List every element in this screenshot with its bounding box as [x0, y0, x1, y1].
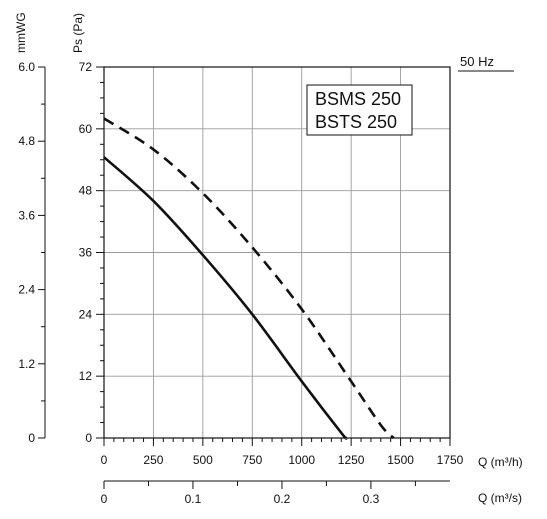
mmwg-axis: 0 1.2 2.4 3.6 4.8 6.0: [18, 60, 46, 445]
flow-m3h-tick-label: 1000: [288, 453, 315, 467]
mmwg-tick-label: 3.6: [18, 208, 35, 222]
mmwg-tick-label: 1.2: [18, 357, 35, 371]
pressure-tick-label: 72: [79, 60, 93, 74]
flow-m3s-tick-label: 0.1: [185, 492, 202, 506]
flow-m3h-tick-label: 0: [101, 453, 108, 467]
mmwg-tick-label: 2.4: [18, 283, 35, 297]
pressure-tick-label: 0: [85, 431, 92, 445]
mmwg-tick-label: 0: [28, 431, 35, 445]
flow-m3h-tick-label: 750: [242, 453, 262, 467]
flow-m3h-tick-label: 1500: [387, 453, 414, 467]
pressure-axis: 0 12 24 36 48 60 72: [79, 60, 104, 445]
pressure-tick-label: 60: [79, 122, 93, 136]
flow-m3s-axis: 0 0.1 0.2 0.3: [101, 480, 450, 506]
pressure-tick-label: 12: [79, 369, 93, 383]
legend-line-1: BSMS 250: [315, 89, 401, 109]
flow-m3s-tick-label: 0.2: [274, 492, 291, 506]
pressure-tick-label: 36: [79, 246, 93, 260]
flow-m3h-tick-label: 250: [143, 453, 163, 467]
frequency-text: 50 Hz: [460, 54, 494, 69]
pressure-tick-label: 48: [79, 184, 93, 198]
frequency-label: 50 Hz: [458, 54, 514, 72]
mmwg-tick-label: 4.8: [18, 134, 35, 148]
curve-dashed: [103, 117, 395, 439]
flow-m3h-axis-label: Q (m³/h): [478, 455, 523, 469]
legend-line-2: BSTS 250: [315, 112, 397, 132]
legend-frame: [306, 84, 413, 136]
curves: [103, 117, 395, 440]
pressure-tick-label: 24: [79, 307, 93, 321]
flow-m3s-tick-label: 0: [101, 492, 108, 506]
pressure-axis-label: Ps (Pa): [71, 13, 85, 53]
flow-m3h-tick-label: 500: [193, 453, 213, 467]
flow-m3s-axis-label: Q (m³/s): [478, 491, 522, 505]
flow-m3h-tick-label: 1250: [338, 453, 365, 467]
legend-box: BSMS 250 BSTS 250: [306, 84, 413, 136]
curve-solid: [103, 156, 348, 440]
flow-m3h-tick-label: 1750: [437, 453, 464, 467]
flow-m3h-axis: 0 250 500 750 1000 1250 1500 1750: [101, 438, 464, 467]
flow-m3s-tick-label: 0.3: [363, 492, 380, 506]
mmwg-axis-label: mmWG: [14, 12, 28, 53]
mmwg-tick-label: 6.0: [18, 60, 35, 74]
